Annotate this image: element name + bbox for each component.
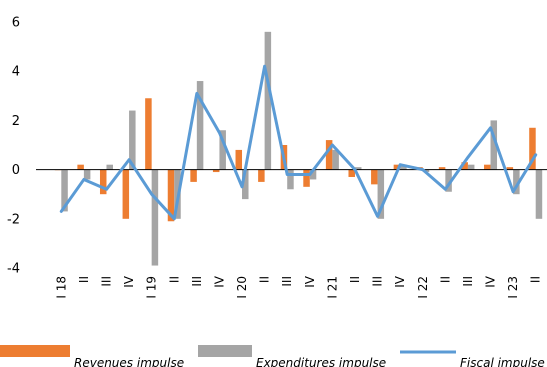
expenditures-bar — [264, 31, 272, 170]
x-tick-label: II — [348, 276, 362, 283]
expenditures-bar — [332, 149, 339, 170]
bars-layer — [54, 31, 543, 266]
x-tick-label: III — [461, 276, 475, 287]
y-tick-label: 0 — [12, 163, 20, 178]
x-tick-label: III — [280, 276, 294, 287]
x-tick-label: I 20 — [235, 276, 249, 299]
expenditures-bar — [151, 169, 159, 266]
revenues-bar — [190, 169, 197, 182]
legend-label: Expenditures impulse — [256, 356, 386, 367]
expenditures-bar — [219, 130, 226, 170]
x-tick-label: II — [167, 276, 181, 283]
expenditures-bar — [354, 167, 362, 170]
x-axis-labels: I 18 II III IV I 19 II III IV I 20 II III IV I 21 II I… — [54, 275, 542, 298]
y-tick-label: -2 — [7, 212, 20, 227]
line-layer — [59, 64, 538, 221]
revenues-bar — [99, 169, 107, 195]
expenditures-bar — [309, 169, 317, 180]
y-tick-label: -4 — [7, 262, 20, 277]
x-tick-label: III — [190, 276, 204, 287]
x-tick-label: III — [99, 276, 113, 287]
x-tick-label: I 22 — [416, 276, 430, 299]
revenues-bar — [484, 164, 491, 170]
x-tick-label: I 23 — [506, 276, 520, 299]
expenditures-bar — [129, 110, 136, 170]
expenditures-bar — [106, 164, 113, 170]
revenues-bar — [77, 164, 84, 170]
expenditures-bar — [61, 169, 68, 212]
x-tick-label: IV — [393, 275, 407, 288]
revenues-bar — [371, 169, 378, 185]
expenditures-bar — [467, 164, 475, 170]
revenues-bar — [167, 169, 175, 222]
revenues-bar — [325, 140, 333, 170]
x-tick-label: IV — [484, 275, 498, 288]
legend-expenditures: Expenditures impulse — [198, 345, 386, 367]
expenditures-bar — [513, 169, 520, 195]
expenditures-bar — [490, 120, 498, 170]
revenues-bar — [438, 167, 446, 170]
legend-swatch — [0, 345, 70, 357]
revenues-bar — [506, 167, 514, 170]
expenditures-bar — [287, 169, 294, 190]
revenues-bar — [303, 169, 310, 187]
y-tick-label: 2 — [12, 114, 20, 129]
revenues-bar — [235, 149, 243, 170]
legend-label: Fiscal impulse — [460, 356, 545, 367]
expenditures-bar — [377, 169, 385, 219]
x-tick-label: III — [371, 276, 385, 287]
x-tick-label: II — [258, 276, 272, 283]
legend-label: Revenues impulse — [74, 356, 184, 367]
expenditures-bar — [196, 81, 204, 170]
revenues-bar — [348, 169, 355, 177]
x-tick-label: IV — [303, 275, 317, 288]
expenditures-bar — [242, 169, 249, 200]
y-axis: -4 -2 0 2 4 6 — [7, 16, 20, 277]
x-tick-label: II — [529, 276, 543, 283]
fiscal-impulse-line — [59, 64, 538, 221]
expenditures-bar — [83, 169, 91, 180]
revenues-bar — [393, 164, 401, 170]
legend-swatch — [198, 345, 252, 357]
x-tick-label: I 19 — [145, 276, 159, 299]
legend: Revenues impulse Expenditures impulse Fisc… — [0, 345, 545, 367]
x-tick-label: IV — [212, 275, 226, 288]
x-tick-label: I 21 — [325, 276, 339, 299]
expenditures-bar — [445, 169, 452, 192]
revenues-bar — [122, 169, 130, 219]
x-tick-label: IV — [122, 275, 136, 288]
revenues-bar — [212, 169, 220, 173]
revenues-bar — [258, 169, 265, 182]
x-tick-label: II — [438, 276, 452, 283]
revenues-bar — [461, 162, 468, 170]
x-tick-label: I 18 — [54, 276, 68, 299]
legend-revenues: Revenues impulse — [0, 345, 184, 367]
expenditures-bar — [535, 169, 543, 219]
revenues-bar — [529, 127, 536, 170]
x-tick-label: II — [77, 276, 91, 283]
y-tick-label: 4 — [12, 65, 20, 80]
y-tick-label: 6 — [12, 16, 20, 31]
legend-fiscal: Fiscal impulse — [400, 350, 545, 367]
revenues-bar — [145, 98, 152, 170]
expenditures-bar — [400, 164, 407, 170]
